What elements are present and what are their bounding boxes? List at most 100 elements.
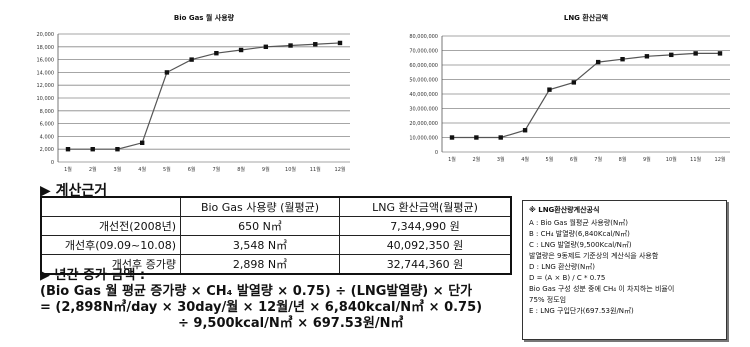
y-tick-label: 10,000 (37, 96, 55, 102)
x-tick-label: 8월 (237, 166, 245, 173)
data-point (65, 147, 71, 152)
y-tick-label: 2,000 (40, 147, 54, 153)
data-point (693, 51, 698, 56)
row-gas: 3,548 N㎥ (180, 235, 340, 255)
y-tick-label: 0 (51, 160, 54, 166)
data-point (669, 52, 674, 58)
x-tick-label: 4월 (138, 166, 146, 173)
table-row: 개선후 증가량 2,898 N㎥ 32,744,360 원 (40, 254, 512, 275)
x-tick-label: 8월 (619, 156, 627, 163)
y-tick-label: 30,000,000 (409, 107, 438, 113)
note-title: ※ LNG환산량계산공식 (529, 206, 600, 214)
lng-conversion-note: ※ LNG환산량계산공식 A : Bio Gas 월평균 사용량(N㎥) B :… (522, 200, 727, 340)
x-tick-label: 5월 (163, 166, 171, 173)
x-tick-label: 11월 (690, 156, 701, 163)
y-tick-label: 20,000 (37, 32, 55, 38)
calc-table: Bio Gas 사용량 (월평균) LNG 환산금액(월평균) 개선전(2008… (40, 196, 512, 275)
y-tick-label: 16,000 (37, 58, 55, 64)
data-point (337, 40, 343, 46)
y-tick-label: 6,000 (40, 122, 54, 128)
note-line: 75% 정도임 (529, 296, 567, 304)
x-tick-label: 2월 (89, 166, 97, 173)
lng-amount-chart-svg: LNG 환산금액 80,000,000 70,000,000 60,000,000 50… (409, 13, 730, 163)
data-point (498, 135, 503, 140)
x-tick-label: 10월 (285, 166, 296, 173)
table-header-row: Bio Gas 사용량 (월평균) LNG 환산금액(월평균) (40, 196, 512, 217)
data-point (288, 43, 293, 48)
formula-line-2: = (2,898N㎥/day × 30day/월 × 12월/년 × 6,840… (40, 300, 483, 315)
data-point (449, 135, 455, 140)
x-tick-label: 3월 (114, 166, 122, 173)
table-row: 개선후(09.09~10.08) 3,548 N㎥ 40,092,350 원 (40, 235, 512, 255)
x-tick-label: 3월 (497, 156, 505, 163)
y-tick-label: 4,000 (40, 134, 54, 140)
data-point (474, 135, 479, 140)
calc-basis-title: ▶ 계산근거 (40, 183, 108, 199)
x-tick-label: 4월 (521, 156, 529, 163)
x-tick-label: 7월 (594, 156, 602, 163)
y-tick-label: 0 (435, 150, 438, 156)
x-tick-label: 12월 (335, 166, 346, 173)
row-gas: 650 N㎥ (180, 216, 340, 236)
x-tick-label: 9월 (643, 156, 651, 163)
note-line: A : Bio Gas 월평균 사용량(N㎥) (529, 219, 629, 227)
data-point (139, 140, 145, 145)
row-amount: 32,744,360 원 (339, 254, 512, 275)
series-line (68, 42, 341, 150)
data-point (522, 128, 528, 133)
note-line: C : LNG 발열량(9,500Kcal/N㎥) (529, 241, 632, 249)
x-tick-label: 12월 (715, 156, 726, 163)
lng-amount-chart: LNG 환산금액 80,000,000 70,000,000 60,000,000 50… (380, 6, 742, 178)
x-tick-label: 6월 (570, 156, 578, 163)
data-point (263, 44, 269, 49)
y-tick-label: 70,000,000 (409, 49, 438, 55)
row-amount: 7,344,990 원 (339, 216, 512, 236)
y-tick-label: 18,000 (37, 45, 55, 51)
data-point (644, 54, 650, 59)
y-tick-label: 14,000 (37, 70, 55, 76)
y-tick-label: 10,000,000 (409, 136, 438, 142)
data-point (571, 80, 577, 85)
formula-line-3: ÷ 9,500kcal/N㎥ × 697.53원/N㎥ (178, 316, 404, 331)
data-point (717, 51, 723, 56)
chart-title: LNG 환산금액 (564, 13, 608, 22)
note-line: 발열량은 9동제트 기준상의 계산식을 사용함 (529, 252, 659, 260)
data-point (214, 51, 219, 56)
y-tick-label: 60,000,000 (409, 63, 438, 69)
y-tick-label: 80,000,000 (409, 34, 438, 40)
note-line: B : CH₄ 발열량(6,840Kcal/N㎥) (529, 230, 630, 238)
x-tick-label: 9월 (262, 166, 270, 173)
y-tick-label: 20,000,000 (409, 121, 438, 127)
y-tick-label: 50,000,000 (409, 78, 438, 84)
data-point (238, 47, 244, 53)
data-point (189, 57, 194, 62)
note-line: D : LNG 환산량(N㎥) (529, 263, 596, 271)
x-tick-label: 5월 (546, 156, 554, 163)
annual-increase-formula: ▶ 년간 증가 금액 : (Bio Gas 월 평균 증가량 × CH₄ 발열량… (40, 268, 482, 332)
data-point (164, 70, 170, 75)
table-header-amount: LNG 환산금액(월평균) (339, 196, 512, 217)
x-tick-label: 2월 (472, 156, 480, 163)
formula-title: ▶ 년간 증가 금액 : (40, 268, 146, 283)
formula-line-1: (Bio Gas 월 평균 증가량 × CH₄ 발열량 × 0.75) ÷ (L… (40, 284, 473, 299)
table-header-empty (40, 196, 181, 217)
row-amount: 40,092,350 원 (339, 235, 512, 255)
row-label: 개선후 증가량 (40, 254, 181, 275)
bio-gas-usage-chart-svg: Bio Gas 월 사용량 20,000 18,000 16,000 14,000 12,… (37, 13, 350, 173)
data-point (313, 42, 318, 47)
x-tick-label: 7월 (212, 166, 220, 173)
note-line: Bio Gas 구성 성분 중에 CH₄ 이 차지하는 비율이 (529, 285, 675, 293)
y-tick-label: 12,000 (37, 83, 55, 89)
bio-gas-usage-chart: Bio Gas 월 사용량 20,000 18,000 16,000 14,000 12,… (10, 6, 360, 178)
x-tick-label: 1월 (448, 156, 456, 163)
x-tick-label: 11월 (310, 166, 321, 173)
row-gas: 2,898 N㎥ (180, 254, 340, 275)
data-point (620, 57, 625, 62)
y-tick-label: 8,000 (40, 109, 54, 115)
data-point (595, 59, 601, 65)
note-line: E : LNG 구입단가(697.53원/N㎥) (529, 307, 634, 315)
y-tick-label: 40,000,000 (409, 92, 438, 98)
data-point (90, 147, 95, 152)
note-line: D = (A × B) / C * 0.75 (529, 274, 606, 282)
table-row: 개선전(2008년) 650 N㎥ 7,344,990 원 (40, 216, 512, 236)
